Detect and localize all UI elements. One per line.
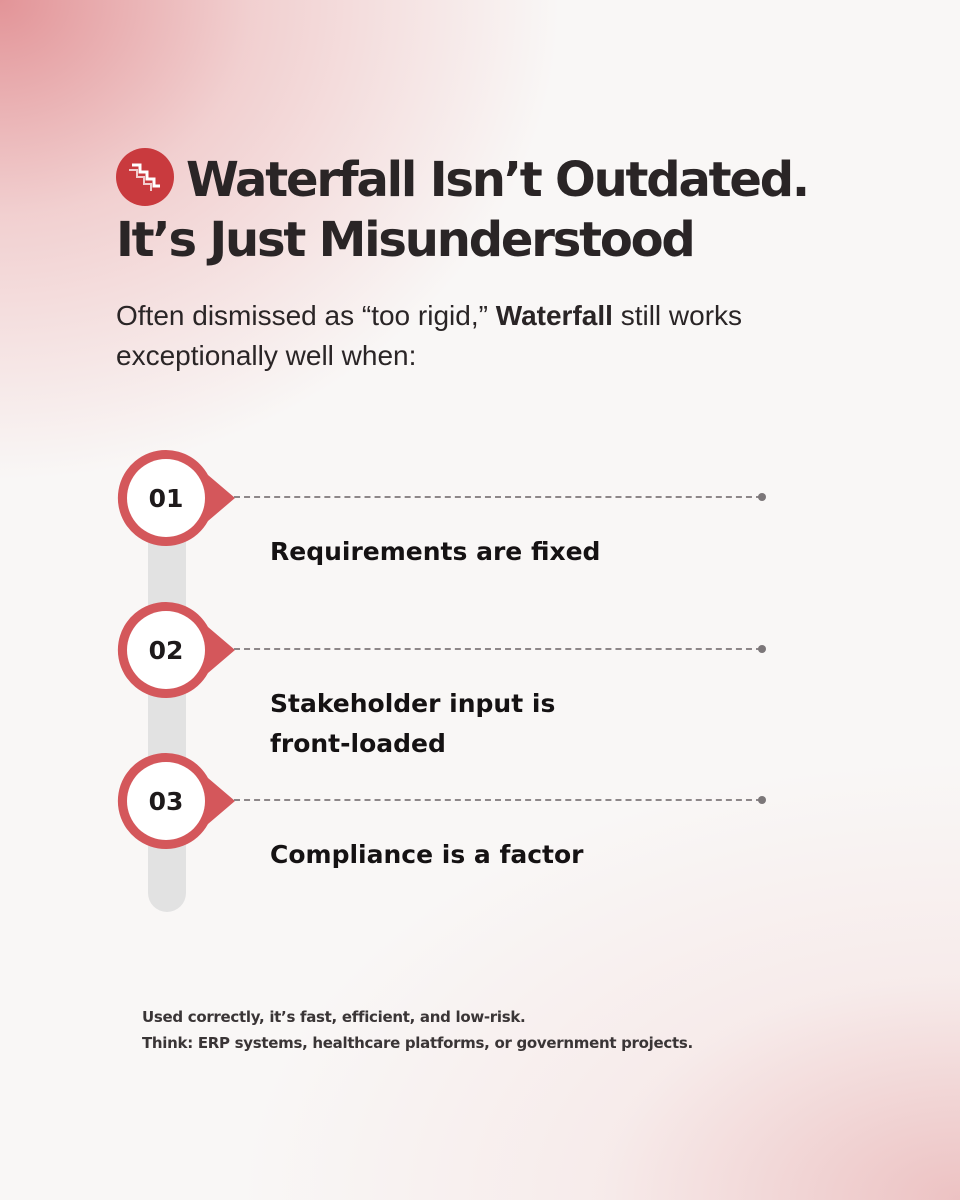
step-connector-1: [234, 496, 762, 498]
step-number-2: 02: [148, 635, 184, 665]
page-title: Waterfall Isn’t Outdated. It’s Just Misu…: [116, 148, 916, 270]
step-label-3: Compliance is a factor: [270, 840, 584, 869]
intro-text: Often dismissed as “too rigid,” Waterfal…: [116, 296, 816, 376]
title-text-1: Waterfall Isn’t Outdated.: [186, 152, 810, 208]
step-number-3: 03: [148, 786, 184, 816]
timeline-step-3: 03 Compliance is a factor: [0, 751, 960, 869]
intro-part-1: Often dismissed as “too rigid,”: [116, 300, 496, 331]
footer-note: Used correctly, it’s fast, efficient, an…: [142, 1004, 862, 1056]
step-marker-3: 03: [116, 751, 235, 851]
step-label-2: Stakeholder input is front-loaded: [270, 689, 556, 758]
step-connector-dot-3: [758, 796, 766, 804]
step-connector-3: [234, 799, 762, 801]
footer-line-2: Think: ERP systems, healthcare platforms…: [142, 1034, 693, 1052]
title-line-2: It’s Just Misunderstood: [116, 212, 696, 268]
step-label-1: Requirements are fixed: [270, 537, 601, 566]
title-line-1: Waterfall Isn’t Outdated.: [116, 148, 916, 210]
stairs-icon: [116, 148, 174, 206]
step-marker-2: 02: [116, 600, 235, 700]
step-connector-dot-2: [758, 645, 766, 653]
timeline-step-1: 01 Requirements are fixed: [0, 448, 960, 566]
timeline-step-2: 02 Stakeholder input is front-loaded: [0, 600, 960, 758]
step-connector-2: [234, 648, 762, 650]
step-connector-dot-1: [758, 493, 766, 501]
step-marker-1: 01: [116, 448, 235, 548]
step-number-1: 01: [148, 483, 184, 513]
intro-bold: Waterfall: [495, 300, 613, 331]
footer-line-1: Used correctly, it’s fast, efficient, an…: [142, 1008, 526, 1026]
intro-part-2: still works exceptionally well when:: [116, 300, 743, 371]
